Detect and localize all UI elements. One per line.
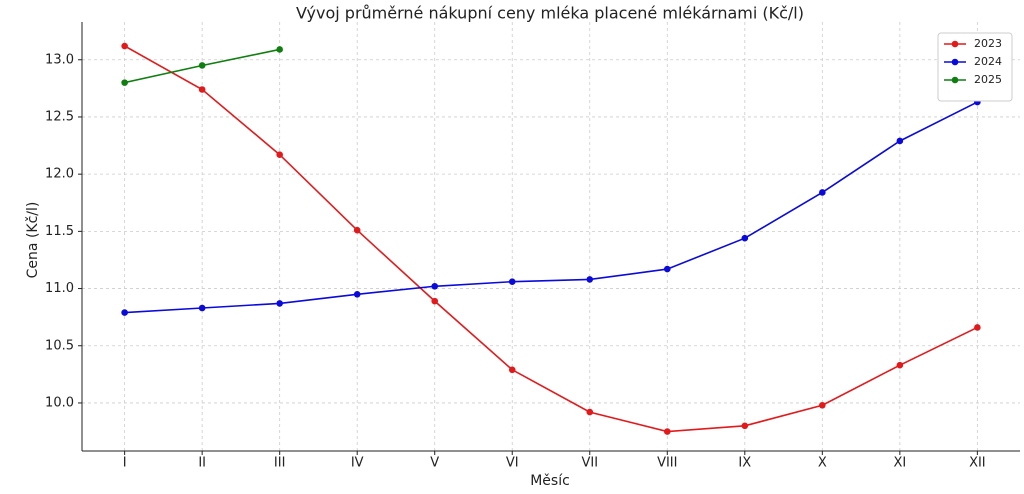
y-axis-label: Cena (Kč/l) [25, 202, 41, 279]
legend-marker [951, 58, 959, 66]
x-tick-label: VI [506, 456, 519, 471]
data-point [741, 422, 749, 430]
legend-label: 2025 [974, 73, 1002, 86]
data-point [974, 324, 981, 331]
x-tick-label: IV [351, 456, 364, 471]
legend-label: 2023 [974, 37, 1002, 50]
legend-box [937, 32, 1013, 102]
data-point [121, 42, 128, 50]
x-tick-label: II [198, 456, 206, 471]
x-tick-label: III [274, 456, 286, 471]
x-tick-label: IX [738, 456, 751, 471]
data-point [819, 401, 826, 409]
data-point [353, 226, 361, 234]
x-tick-label: I [123, 456, 127, 471]
y-tick-label: 11.0 [45, 281, 74, 296]
series-line [124, 101, 978, 314]
data-point [276, 300, 283, 307]
legend-marker [951, 76, 959, 84]
data-point [586, 408, 594, 416]
x-tick-label: XI [893, 456, 906, 471]
x-tick-label: X [818, 456, 827, 471]
data-point [819, 189, 826, 196]
data-point [586, 276, 594, 283]
data-point [121, 79, 128, 86]
data-point [663, 428, 671, 435]
legend-label: 2024 [974, 55, 1002, 68]
y-tick-label: 10.0 [45, 395, 74, 410]
data-point [663, 265, 671, 273]
y-tick-label: 12.5 [45, 109, 74, 124]
data-point [276, 151, 283, 159]
series-line [124, 45, 978, 433]
data-point [198, 304, 206, 312]
x-tick-label: VII [581, 456, 598, 471]
x-tick-label: V [430, 456, 439, 471]
y-tick-label: 10.5 [45, 338, 74, 353]
chart-title: Vývoj průměrné nákupní ceny mléka placen… [296, 4, 804, 23]
x-axis-label: Měsíc [530, 473, 570, 489]
data-point [508, 366, 516, 374]
data-point [508, 278, 516, 285]
data-point [198, 86, 206, 93]
data-point [896, 361, 904, 369]
data-point [431, 297, 439, 305]
data-point [896, 137, 904, 145]
data-point [276, 46, 283, 53]
data-point [431, 282, 439, 290]
x-tick-label: VIII [657, 456, 677, 471]
x-tick-label: XII [969, 456, 986, 471]
y-tick-label: 12.0 [45, 167, 74, 182]
legend-marker [951, 40, 959, 48]
data-point [353, 290, 361, 298]
data-point [198, 62, 206, 69]
y-tick-label: 13.0 [45, 52, 74, 67]
data-point [741, 234, 749, 242]
y-tick-label: 11.5 [45, 224, 74, 239]
data-point [121, 309, 128, 316]
